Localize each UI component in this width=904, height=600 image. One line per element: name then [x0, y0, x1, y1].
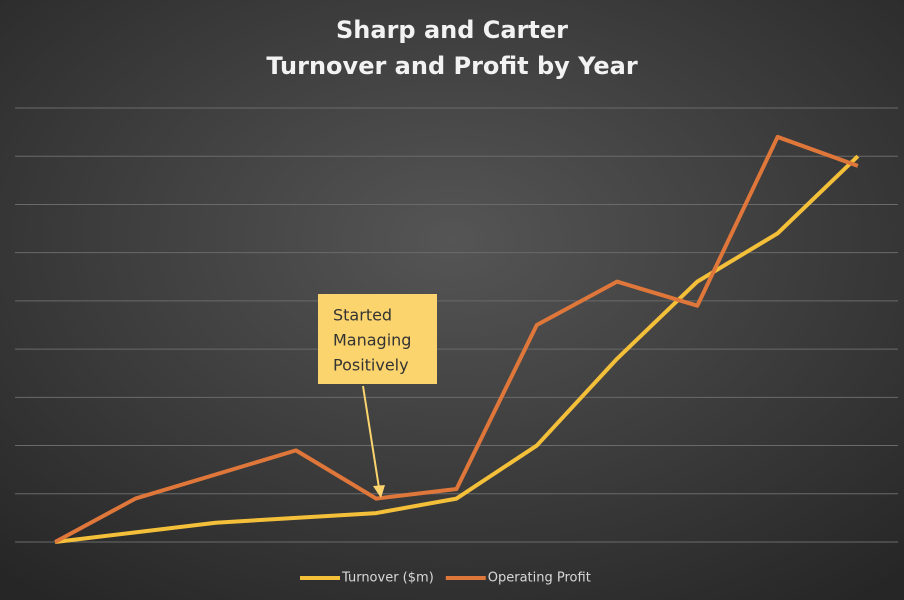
- annotation-arrowhead: [373, 485, 385, 498]
- chart-subtitle: Turnover and Profit by Year: [266, 52, 638, 80]
- legend-label: Operating Profit: [488, 571, 591, 586]
- annotation-arrow: [362, 385, 380, 489]
- annotation-text: Started: [333, 306, 392, 325]
- line-series: [54, 134, 859, 544]
- annotation-text: Managing: [333, 331, 411, 350]
- annotation-text: Positively: [333, 356, 409, 375]
- legend-label: Turnover ($m): [341, 571, 434, 586]
- line-series: [54, 154, 860, 544]
- chart-title: Sharp and Carter: [336, 16, 568, 44]
- annotation-box: [318, 294, 437, 384]
